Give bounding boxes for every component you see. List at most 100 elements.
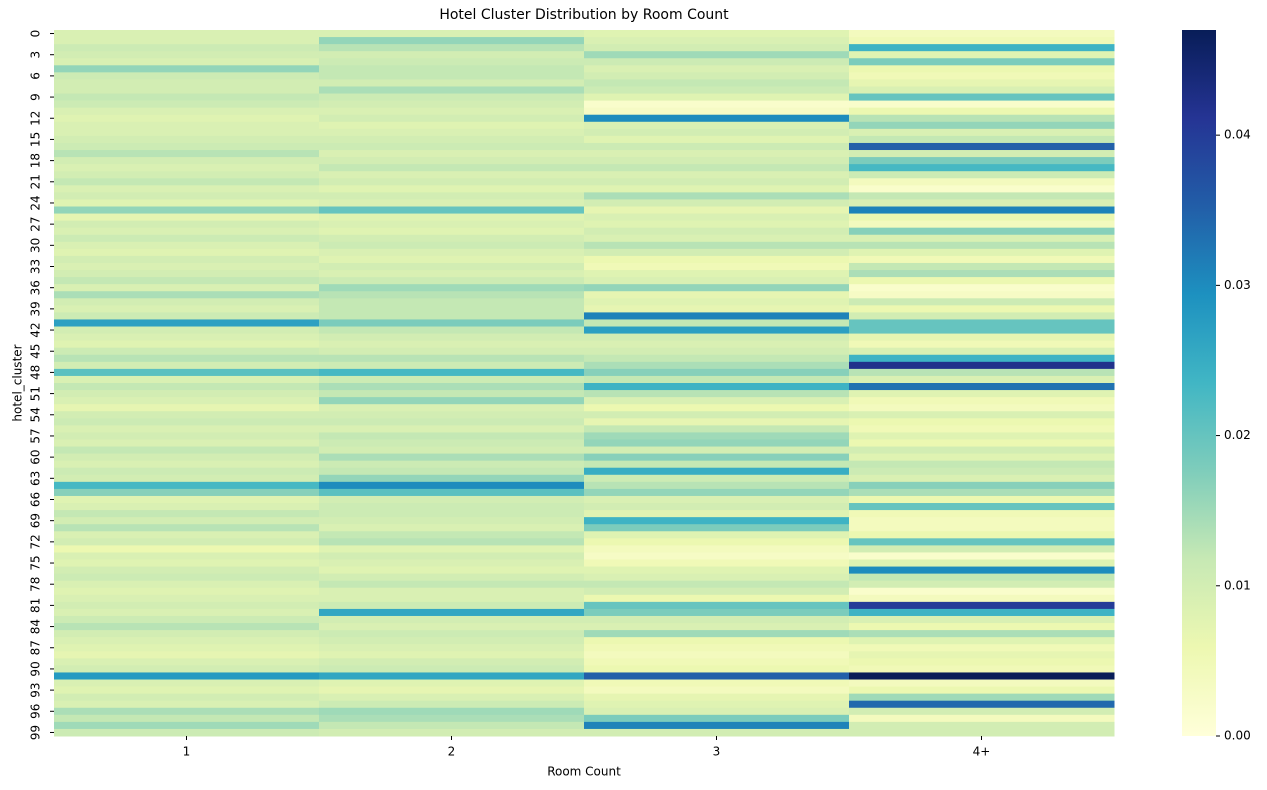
heatmap-cell [319, 312, 585, 320]
heatmap-cell [319, 397, 585, 405]
heatmap-cell [584, 93, 850, 102]
heatmap-cell [849, 128, 1115, 137]
heatmap-cell [849, 524, 1115, 532]
heatmap-cell [584, 298, 850, 306]
heatmap-cell [319, 375, 585, 384]
y-tick-label: 60 [29, 449, 43, 464]
heatmap-cell [849, 552, 1115, 560]
heatmap-cell [319, 72, 585, 80]
heatmap-cell [319, 615, 585, 624]
heatmap-cell [319, 51, 585, 59]
colorbar-tick-label: 0.04 [1224, 128, 1251, 142]
heatmap-cell [849, 658, 1115, 666]
heatmap-cell [849, 262, 1115, 271]
heatmap-cell [849, 347, 1115, 356]
heatmap-cell [849, 608, 1115, 617]
heatmap-cell [319, 566, 585, 575]
heatmap-cell [584, 248, 850, 257]
heatmap-cell [584, 651, 850, 659]
heatmap-cell [849, 601, 1115, 610]
heatmap-cell [54, 693, 320, 702]
heatmap-cell [584, 559, 850, 568]
heatmap-cell [849, 291, 1115, 299]
heatmap-cell [319, 651, 585, 659]
heatmap-cell [584, 693, 850, 702]
heatmap-cell [849, 566, 1115, 575]
heatmap-cell [849, 354, 1115, 363]
heatmap-cell [319, 432, 585, 440]
heatmap-cell [54, 404, 320, 412]
heatmap-cell [319, 474, 585, 483]
heatmap-cell [849, 312, 1115, 320]
heatmap-cell [849, 439, 1115, 448]
heatmap-cell [54, 30, 320, 38]
heatmap-cell [54, 658, 320, 666]
heatmap-cell [319, 326, 585, 335]
heatmap-cell [319, 347, 585, 356]
heatmap-cell [584, 255, 850, 264]
heatmap-cell [54, 270, 320, 278]
heatmap-cell [319, 107, 585, 116]
heatmap-cell [319, 340, 585, 349]
y-tick-label: 0 [29, 30, 43, 38]
heatmap-cell [54, 460, 320, 469]
heatmap-cell [849, 460, 1115, 469]
heatmap-cell [849, 58, 1115, 66]
heatmap-cell [54, 425, 320, 433]
heatmap-cell [584, 573, 850, 582]
heatmap-cell [849, 545, 1115, 553]
heatmap-cell [584, 495, 850, 504]
heatmap-cell [849, 637, 1115, 645]
heatmap-cell [54, 262, 320, 271]
heatmap-cell [849, 679, 1115, 688]
heatmap-cell [849, 114, 1115, 123]
heatmap-cell [584, 432, 850, 440]
y-tick-label: 57 [29, 428, 43, 443]
heatmap-cell [319, 361, 585, 370]
heatmap-cell [849, 630, 1115, 638]
heatmap-cell [319, 453, 585, 462]
heatmap-cell [319, 721, 585, 730]
heatmap-cell [319, 44, 585, 52]
heatmap-cell [584, 615, 850, 624]
heatmap-cell [849, 142, 1115, 151]
heatmap-cell [849, 30, 1115, 38]
heatmap-cell [54, 241, 320, 250]
heatmap-cell [54, 623, 320, 631]
heatmap-cell [849, 665, 1115, 673]
heatmap-cell [319, 164, 585, 172]
heatmap-cell [849, 383, 1115, 391]
heatmap-cell [849, 51, 1115, 59]
heatmap-cell [849, 255, 1115, 264]
y-tick-label: 66 [29, 492, 43, 507]
heatmap-cell [849, 135, 1115, 144]
heatmap-cell [584, 510, 850, 518]
y-tick-label: 99 [29, 725, 43, 740]
y-tick-label: 96 [29, 704, 43, 719]
heatmap-cell [849, 580, 1115, 589]
colorbar [1182, 30, 1216, 736]
heatmap-cell [849, 644, 1115, 652]
heatmap-cell [584, 37, 850, 45]
heatmap-cell [319, 227, 585, 236]
heatmap-cell [54, 227, 320, 236]
heatmap-cell [319, 30, 585, 38]
heatmap-cell [584, 234, 850, 243]
heatmap-cell [584, 481, 850, 490]
heatmap-cell [319, 552, 585, 560]
heatmap-cell [319, 206, 585, 215]
heatmap-cell [849, 157, 1115, 165]
heatmap-cell [319, 291, 585, 299]
heatmap-cell [849, 86, 1115, 95]
heatmap-cell [319, 510, 585, 518]
heatmap-cell [54, 107, 320, 116]
heatmap-cell [319, 114, 585, 123]
heatmap-cell [319, 255, 585, 264]
heatmap-cell [319, 368, 585, 377]
heatmap-cell [584, 312, 850, 320]
heatmap-cell [849, 178, 1115, 186]
heatmap-cell [584, 150, 850, 158]
heatmap-cell [319, 86, 585, 95]
heatmap-cell [54, 418, 320, 426]
heatmap-cell [849, 418, 1115, 426]
